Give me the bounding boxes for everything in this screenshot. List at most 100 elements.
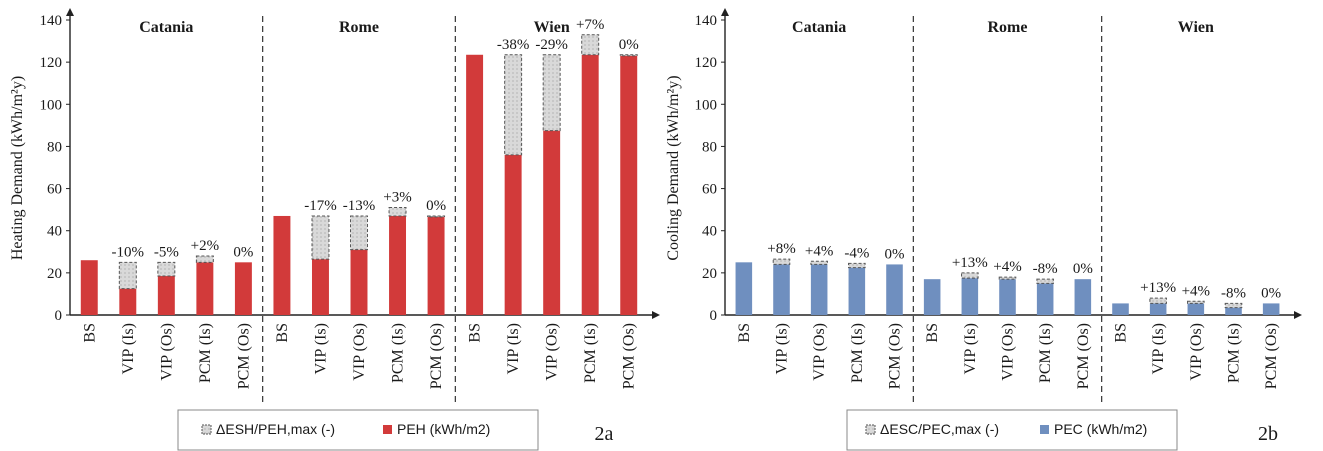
chart-b-panel-label: 2b xyxy=(1258,423,1278,445)
chart-b-data-label: 0% xyxy=(885,246,905,262)
chart-a-data-label: +7% xyxy=(576,17,604,33)
chart-b-x-tick-label: PCM (Os) xyxy=(1075,323,1092,389)
chart-b-delta-bar xyxy=(1149,297,1167,304)
chart-a-x-tick-label: BS xyxy=(467,323,484,343)
chart-a-legend-box xyxy=(177,409,539,451)
chart-b-y-axis-arrow xyxy=(721,8,729,16)
chart-a-y-axis-arrow xyxy=(66,8,74,16)
chart-b-bar xyxy=(999,279,1016,315)
chart-a-x-tick-label: VIP (Os) xyxy=(544,323,561,381)
chart-a-x-tick-label: VIP (Os) xyxy=(158,323,175,381)
chart-a-x-tick-label: BS xyxy=(274,323,291,343)
chart-a-bar xyxy=(427,217,445,315)
chart-a-data-label: +2% xyxy=(191,238,219,254)
chart-b-bar xyxy=(810,264,828,315)
chart-a-x-tick-label: BS xyxy=(81,323,98,343)
chart-a-y-tick-label: 0 xyxy=(55,308,63,324)
chart-b-legend-label-bar: PEC (kWh/m2) xyxy=(1054,421,1147,437)
chart-b-group-label: Catania xyxy=(792,19,846,36)
chart-a-y-tick-label: 60 xyxy=(47,182,62,198)
chart-b-legend-swatch-delta xyxy=(865,424,876,435)
chart-a-data-label: +3% xyxy=(383,190,411,206)
chart-a-delta-bar xyxy=(311,215,330,260)
chart-b-y-tick-label: 80 xyxy=(702,139,717,155)
chart-b-data-label: 0% xyxy=(1073,261,1093,277)
chart-b-x-tick-label: PCM (Os) xyxy=(1263,323,1280,389)
chart-b-legend-box xyxy=(846,409,1178,451)
chart-b-x-axis-arrow xyxy=(1294,311,1302,319)
chart-a-bar xyxy=(119,288,137,315)
chart-b-data-label: +4% xyxy=(805,243,833,259)
chart-a-bar xyxy=(620,55,638,315)
chart-a-delta-bar xyxy=(542,54,561,132)
chart-b-delta-bar xyxy=(1224,302,1243,309)
chart-b-bar xyxy=(1036,283,1054,315)
chart-b-bar xyxy=(1262,303,1280,315)
chart-b-data-label: +13% xyxy=(952,255,988,271)
chart-a-bar xyxy=(581,54,599,316)
chart-b-data-label: -8% xyxy=(1033,261,1058,277)
chart-b-bar xyxy=(1225,307,1242,315)
chart-a-data-label: -17% xyxy=(304,198,337,214)
chart-a-x-tick-label: VIP (Os) xyxy=(351,323,368,381)
chart-b-delta-bar xyxy=(848,262,866,269)
chart-a-bar xyxy=(80,260,98,315)
chart-b-y-tick-label: 120 xyxy=(695,55,718,71)
chart-b-x-tick-label: PCM (Is) xyxy=(1037,323,1054,383)
chart-a-data-label: -5% xyxy=(154,244,179,260)
chart-b-data-label: +4% xyxy=(1182,283,1210,299)
chart-a-plot: 0 20 40 60 80 100 120 140 Catania BS -10% VIP (Is) -… xyxy=(40,8,660,405)
chart-b-bar xyxy=(735,262,753,315)
chart-a-data-label: 0% xyxy=(233,244,253,260)
chart-a-delta-bar xyxy=(427,215,446,218)
chart-a-y-tick-label: 40 xyxy=(47,224,62,240)
chart-a-delta-bar xyxy=(157,261,176,277)
chart-b-y-tick-label: 40 xyxy=(702,224,717,240)
chart-b-x-tick-label: VIP (Os) xyxy=(811,323,828,381)
chart-a-x-tick-label: PCM (Os) xyxy=(621,323,638,389)
chart-a-legend-label-bar: PEH (kWh/m2) xyxy=(397,421,490,437)
chart-b-data-label: +8% xyxy=(767,241,795,257)
chart-b-delta-bar xyxy=(810,260,828,265)
chart-b-y-axis-label: Cooling Demand (kWh/m²y) xyxy=(665,75,682,260)
chart-b-bar xyxy=(886,264,903,315)
chart-a-x-tick-label: VIP (Is) xyxy=(505,323,522,374)
chart-a-bar xyxy=(389,215,407,315)
chart-a-legend-label-delta: ΔESH/PEH,max (-) xyxy=(216,421,335,437)
chart-a-x-tick-label: PCM (Os) xyxy=(235,323,252,389)
chart-b-x-tick-label: PCM (Is) xyxy=(1226,323,1243,383)
chart-b-bar xyxy=(773,264,790,315)
chart-a-delta-bar xyxy=(619,54,638,57)
chart-b-y-tick-label: 60 xyxy=(702,182,717,198)
chart-a-bar xyxy=(543,130,561,315)
chart-b-y-tick-label: 140 xyxy=(695,13,718,29)
chart-a-y-tick-label: 140 xyxy=(40,13,63,29)
chart-a-x-tick-label: PCM (Is) xyxy=(582,323,599,383)
chart-a-delta-bar xyxy=(388,207,407,217)
chart-a-x-tick-label: VIP (Is) xyxy=(312,323,329,374)
chart-a-data-label: -38% xyxy=(497,37,530,53)
chart-b-x-tick-label: VIP (Os) xyxy=(1000,323,1017,381)
chart-b-x-tick-label: VIP (Is) xyxy=(962,323,979,374)
chart-b-bar xyxy=(1112,303,1129,315)
chart-b-legend-label-delta: ΔESC/PEC,max (-) xyxy=(880,421,999,437)
chart-a-bar xyxy=(311,259,329,315)
chart-b-x-tick-label: VIP (Is) xyxy=(1150,323,1167,374)
chart-a-data-label: 0% xyxy=(426,198,446,214)
chart-b-delta-bar xyxy=(772,258,791,265)
chart-a-group-label: Rome xyxy=(339,19,379,36)
chart-a-y-tick-label: 20 xyxy=(47,266,62,282)
chart-b-x-tick-label: BS xyxy=(736,323,753,343)
chart-a-bar xyxy=(504,154,522,315)
chart-a-data-label: -10% xyxy=(112,244,145,260)
chart-b-bar xyxy=(961,278,979,315)
chart-a-legend-swatch-bar xyxy=(383,425,392,434)
chart-a-delta-bar xyxy=(504,54,523,156)
chart-b-legend: ΔESC/PEC,max (-) PEC (kWh/m2) xyxy=(846,409,1178,451)
chart-a-y-tick-label: 100 xyxy=(40,97,63,113)
chart-a-group-label: Wien xyxy=(534,19,570,36)
chart-a-y-tick-label: 80 xyxy=(47,139,62,155)
chart-b-delta-bar xyxy=(1036,278,1054,284)
chart-b-data-label: +13% xyxy=(1140,280,1176,296)
